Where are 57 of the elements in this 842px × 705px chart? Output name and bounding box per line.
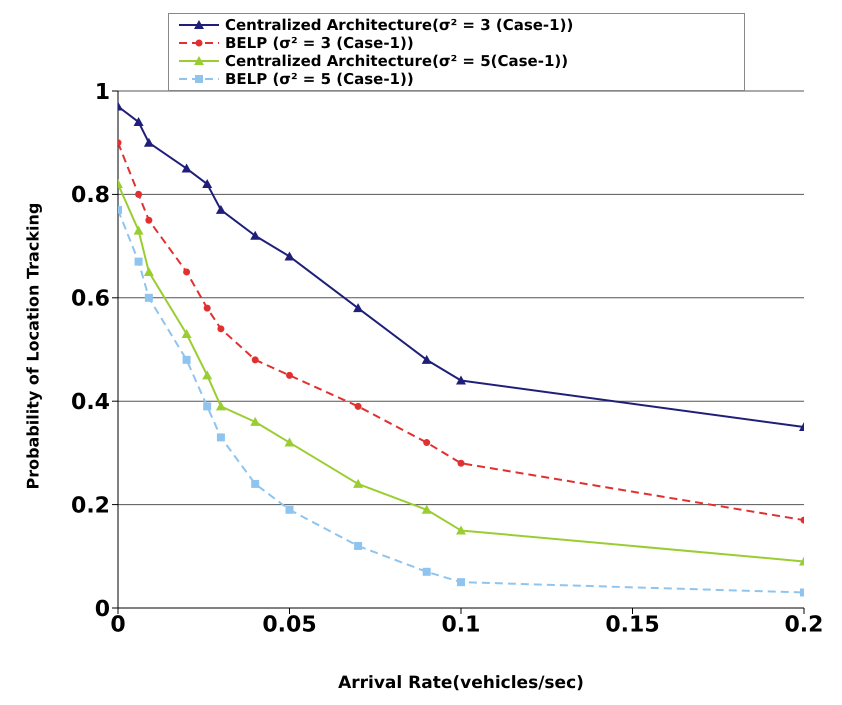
point (204, 304, 211, 312)
point (144, 294, 153, 302)
x-tick-label: 0.2 (784, 612, 824, 638)
x-tick-label: 0.1 (442, 612, 480, 638)
point (457, 578, 465, 586)
point (216, 204, 226, 214)
y-tick-label: 0.4 (71, 390, 110, 416)
point (134, 226, 144, 235)
point (182, 328, 192, 338)
point (286, 372, 293, 379)
point (422, 504, 432, 514)
point (134, 117, 144, 126)
x-axis-title: Arrival Rate(vehicles/sec) (338, 673, 584, 693)
point (284, 438, 294, 447)
point (217, 325, 224, 332)
y-tick-label: 0.6 (71, 286, 110, 312)
point (423, 439, 430, 446)
point (144, 138, 154, 147)
point (144, 266, 154, 276)
y-tick-label: 0.8 (71, 183, 110, 208)
point (183, 268, 190, 276)
point (251, 480, 260, 488)
point (182, 356, 191, 364)
point (286, 506, 294, 514)
y-tick-label: 1 (94, 80, 110, 105)
point (456, 376, 466, 385)
point (250, 416, 260, 426)
point (145, 216, 152, 224)
y-tick-label: 0.2 (71, 493, 110, 518)
point (353, 478, 364, 488)
point (353, 303, 364, 312)
point (202, 370, 212, 380)
point (202, 179, 212, 188)
x-tick-label: 0 (110, 612, 126, 638)
point (182, 164, 192, 173)
point (354, 402, 362, 410)
point (458, 460, 464, 467)
x-tick-label: 0.15 (605, 612, 660, 638)
point (252, 356, 259, 364)
legend-label: Centralized Architecture(σ² = 5(Case-1)) (225, 52, 568, 70)
legend-label: Centralized Architecture(σ² = 3 (Case-1)) (225, 16, 574, 34)
y-tick-label: 0 (94, 596, 110, 622)
point (216, 433, 225, 442)
point (284, 251, 294, 260)
point (203, 402, 212, 410)
point (422, 568, 431, 576)
point (216, 401, 226, 410)
x-tick-label: 0.05 (262, 612, 317, 638)
point (135, 190, 142, 198)
legend-label: BELP (σ² = 5 (Case-1)) (225, 70, 414, 88)
point (354, 542, 362, 550)
point (250, 230, 260, 240)
point (456, 525, 466, 534)
legend-label: BELP (σ² = 3 (Case-1)) (225, 34, 414, 52)
point (422, 354, 432, 364)
y-axis-title: Probability of Location Tracking (24, 202, 43, 490)
point (134, 258, 143, 266)
